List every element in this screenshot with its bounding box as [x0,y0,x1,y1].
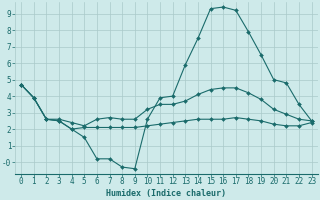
X-axis label: Humidex (Indice chaleur): Humidex (Indice chaleur) [106,189,226,198]
